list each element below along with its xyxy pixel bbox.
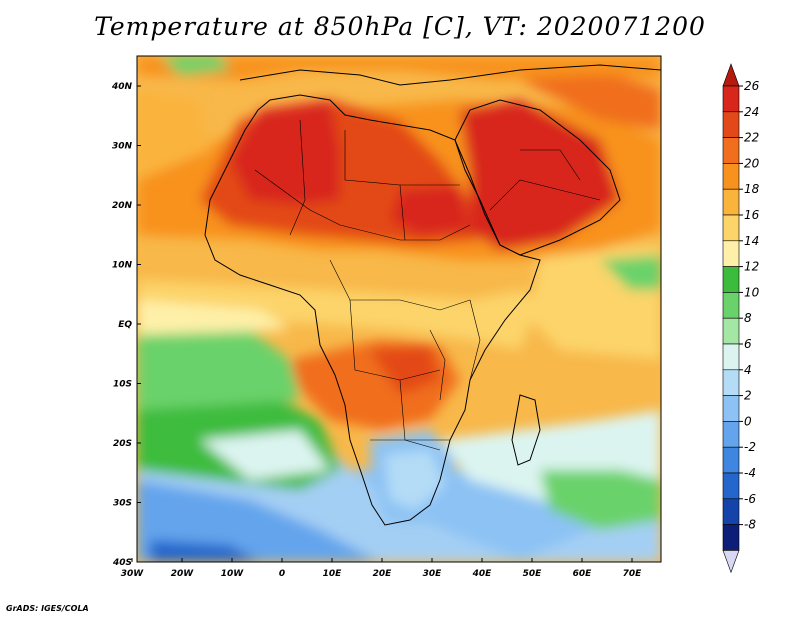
lat-tick-label: 20N xyxy=(112,201,133,211)
lon-tick-label: 40E xyxy=(472,569,493,579)
lat-tick-label: 30N xyxy=(112,142,133,152)
lon-tick-label: 60E xyxy=(573,569,593,579)
colorbar-label: 20 xyxy=(744,156,760,170)
colorbar-swatch xyxy=(722,292,740,319)
lon-tick-label: 30E xyxy=(423,569,443,579)
colorbar-label: 14 xyxy=(744,234,759,248)
colorbar-label: 12 xyxy=(744,260,759,274)
colorbar-swatch xyxy=(722,317,740,345)
longitude-ticks: 30W 20W 10W 0 10E 20E 30E 40E 50E 60E 70E xyxy=(121,558,642,579)
colorbar-bottom-triangle xyxy=(722,550,740,574)
lon-tick-label: 70E xyxy=(623,569,643,579)
lon-tick-label: 50E xyxy=(523,569,543,579)
colorbar-swatch xyxy=(722,472,740,500)
colorbar-label: 18 xyxy=(744,182,760,196)
coastlines xyxy=(204,64,661,526)
colorbar-label: -4 xyxy=(744,466,756,480)
colorbar-swatch xyxy=(722,446,740,474)
lat-tick-label: 10S xyxy=(113,380,132,390)
lon-tick-label: 30W xyxy=(121,569,145,579)
lon-tick-label: 20E xyxy=(373,569,393,579)
lat-tick-label: EQ xyxy=(118,320,132,330)
lat-tick-label: 30S xyxy=(113,499,132,509)
lat-tick-label: 10N xyxy=(112,261,133,271)
colorbar-swatch xyxy=(722,498,740,525)
colorbar-swatch xyxy=(722,421,740,448)
lon-tick-label: 10W xyxy=(221,569,245,579)
lat-tick-label: 20S xyxy=(113,439,132,449)
map-frame xyxy=(136,55,662,563)
colorbar-label: 4 xyxy=(744,363,752,377)
colorbar-label: 16 xyxy=(744,208,760,222)
temperature-field xyxy=(137,56,661,562)
colorbar-swatch xyxy=(722,395,740,422)
colorbar-label: 26 xyxy=(744,79,760,93)
lon-tick-label: 10E xyxy=(323,569,343,579)
lon-tick-label: 20W xyxy=(171,569,195,579)
country-borders xyxy=(254,119,601,451)
colorbar-label: 2 xyxy=(744,389,752,403)
colorbar-top-triangle xyxy=(722,63,740,87)
colorbar-label: 0 xyxy=(744,414,752,428)
colorbar-swatch xyxy=(722,137,740,164)
colorbar-swatch xyxy=(722,163,740,190)
colorbar-swatch xyxy=(722,214,740,242)
colorbar-swatch xyxy=(722,240,740,267)
grads-credit: GrADS: IGES/COLA xyxy=(6,604,89,613)
colorbar-label: -2 xyxy=(744,440,756,454)
colorbar-swatch xyxy=(722,266,740,293)
lon-tick-label: 0 xyxy=(279,569,285,579)
latitude-ticks: 40N 30N 20N 10N EQ 10S 20S 30S 40S xyxy=(111,82,141,568)
colorbar-label: 6 xyxy=(744,337,752,351)
colorbar-swatch xyxy=(722,343,740,371)
map-title: Temperature at 850hPa [C], VT: 202007120… xyxy=(94,12,706,41)
colorbar-swatch xyxy=(722,111,740,138)
colorbar-label: -8 xyxy=(744,518,756,532)
lat-tick-label: 40S xyxy=(112,558,132,568)
colorbar-swatch xyxy=(722,188,740,216)
colorbar-swatch xyxy=(722,524,740,551)
lat-tick-label: 40N xyxy=(111,82,133,92)
colorbar-swatch xyxy=(722,369,740,396)
colorbar-label: 10 xyxy=(744,285,760,299)
colorbar-label: 22 xyxy=(744,131,759,145)
colorbar-swatch xyxy=(722,85,740,113)
colorbar-label: 8 xyxy=(744,311,752,325)
colorbar-label: -6 xyxy=(744,492,756,506)
colorbar-label: 24 xyxy=(744,105,759,119)
